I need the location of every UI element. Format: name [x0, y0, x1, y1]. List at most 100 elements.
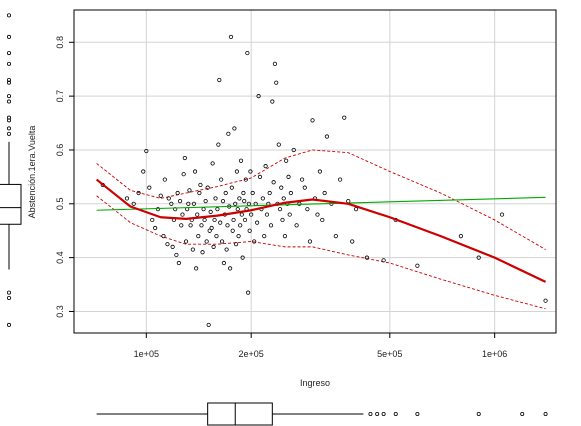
- data-point: [276, 142, 281, 147]
- data-point: [166, 196, 171, 201]
- data-point: [238, 158, 244, 163]
- y-boxplot-outlier: [7, 34, 12, 39]
- data-point: [147, 185, 152, 190]
- data-point: [239, 212, 244, 217]
- y-boxplot-outlier: [7, 290, 12, 295]
- data-point: [204, 239, 209, 244]
- data-point: [217, 77, 222, 83]
- data-point: [234, 169, 240, 174]
- smooth-band-lower-line: [96, 195, 546, 310]
- data-point: [174, 252, 179, 258]
- data-point: [183, 239, 189, 244]
- data-point: [197, 190, 202, 196]
- data-point: [190, 247, 195, 252]
- data-point: [246, 290, 251, 295]
- data-point: [257, 174, 263, 179]
- data-point: [232, 126, 237, 131]
- data-point: [225, 223, 230, 228]
- x-axis-ticks: 1e+05 2e+05 5e+05 1e+06: [134, 333, 507, 359]
- data-point: [315, 212, 320, 217]
- y-tick-label: 0.3: [55, 305, 65, 318]
- data-point: [136, 190, 141, 196]
- x-boxplot-outlier: [476, 411, 481, 416]
- data-point: [150, 217, 155, 223]
- data-point: [144, 148, 149, 154]
- data-point: [192, 169, 198, 174]
- data-point: [175, 190, 180, 196]
- x-boxplot-outlier: [381, 411, 386, 416]
- data-point: [252, 239, 257, 244]
- data-point: [268, 223, 274, 228]
- data-point: [282, 234, 288, 239]
- data-point: [176, 260, 181, 266]
- data-point: [233, 201, 238, 206]
- data-point: [211, 244, 216, 249]
- data-point: [286, 174, 291, 179]
- data-point: [207, 228, 212, 233]
- data-point: [212, 217, 217, 223]
- data-point: [210, 161, 215, 166]
- data-point: [131, 201, 136, 206]
- data-point: [249, 212, 254, 217]
- data-point: [302, 185, 307, 190]
- data-point: [187, 188, 192, 193]
- data-point: [228, 34, 234, 40]
- smooth-fit-line: [95, 178, 547, 283]
- data-point: [208, 209, 213, 214]
- data-point: [279, 185, 284, 190]
- data-point: [162, 177, 167, 182]
- data-point: [141, 169, 146, 174]
- data-point: [226, 131, 231, 136]
- data-point: [264, 212, 270, 217]
- data-point: [236, 234, 241, 239]
- data-point: [274, 80, 279, 85]
- data-point: [196, 234, 201, 239]
- smooth-confidence-band: [96, 149, 546, 310]
- x-boxplot-outlier: [368, 411, 373, 416]
- data-point: [161, 234, 166, 239]
- data-point: [194, 266, 199, 271]
- data-point: [170, 244, 175, 249]
- data-point: [181, 172, 186, 177]
- data-point: [124, 196, 130, 201]
- data-point: [205, 185, 210, 190]
- data-point: [221, 260, 226, 266]
- data-point: [177, 199, 183, 204]
- data-point: [245, 50, 250, 56]
- data-point: [209, 225, 214, 231]
- data-point: [216, 142, 221, 147]
- y-boxplot-outlier: [7, 80, 12, 85]
- x-tick-label: 1e+05: [134, 349, 159, 359]
- data-point: [188, 223, 193, 228]
- y-boxplot-outlier: [7, 77, 12, 82]
- data-point: [235, 207, 240, 212]
- data-point: [186, 201, 191, 206]
- data-point: [219, 177, 224, 182]
- data-point: [317, 169, 323, 174]
- data-point: [243, 177, 248, 182]
- y-axis-title: Abstención.1era.Vuelta: [27, 126, 37, 219]
- data-point: [364, 255, 370, 260]
- data-point: [158, 193, 163, 198]
- y-boxplot-box: [0, 183, 22, 225]
- data-point: [381, 258, 386, 263]
- x-marginal-boxplot: [96, 402, 548, 426]
- x-boxplot-outlier: [415, 411, 420, 416]
- data-point: [270, 99, 275, 104]
- data-point: [219, 239, 225, 244]
- data-point: [223, 190, 228, 196]
- data-point: [305, 207, 310, 212]
- data-point: [281, 196, 286, 201]
- y-boxplot-outlier: [7, 322, 12, 327]
- plot-frame: [73, 9, 557, 334]
- data-point: [224, 247, 229, 252]
- x-tick-label: 2e+05: [239, 349, 264, 359]
- y-tick-label: 0.8: [55, 36, 65, 49]
- x-boxplot-outlier: [393, 411, 398, 416]
- data-point: [310, 118, 315, 123]
- data-point: [231, 217, 236, 223]
- data-point: [324, 134, 330, 139]
- y-tick-label: 0.6: [55, 144, 65, 157]
- data-point: [155, 207, 161, 212]
